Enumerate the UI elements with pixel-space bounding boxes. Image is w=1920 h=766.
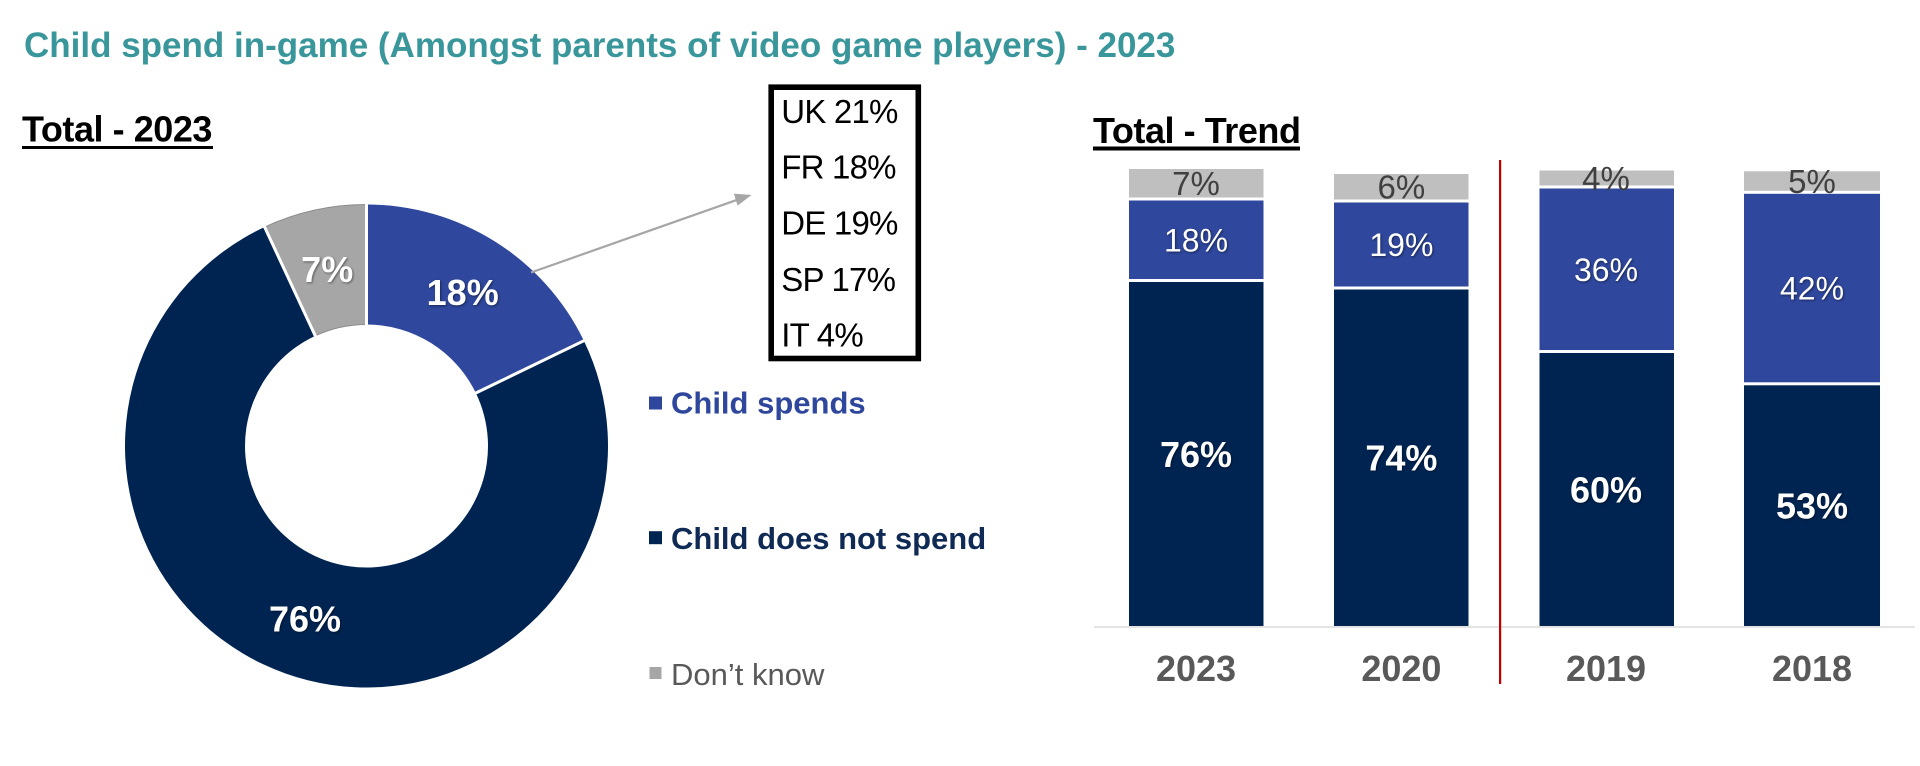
svg-text:36%: 36% bbox=[1574, 252, 1638, 288]
svg-text:FR 18%: FR 18% bbox=[781, 149, 896, 186]
svg-text:Total - Trend: Total - Trend bbox=[1093, 110, 1300, 151]
svg-text:76%: 76% bbox=[269, 598, 341, 639]
svg-text:Child does not spend: Child does not spend bbox=[671, 521, 986, 556]
svg-text:DE 19%: DE 19% bbox=[781, 205, 898, 242]
svg-text:4%: 4% bbox=[1582, 160, 1630, 197]
svg-text:Child spend in-game (Amongst p: Child spend in-game (Amongst parents of … bbox=[24, 26, 1175, 65]
svg-text:2023: 2023 bbox=[1156, 648, 1236, 689]
svg-text:5%: 5% bbox=[1788, 163, 1836, 200]
svg-text:42%: 42% bbox=[1780, 271, 1844, 307]
svg-text:76%: 76% bbox=[1160, 434, 1232, 475]
svg-text:IT 4%: IT 4% bbox=[781, 317, 863, 354]
svg-text:2020: 2020 bbox=[1361, 648, 1441, 689]
svg-text:19%: 19% bbox=[1369, 227, 1433, 263]
svg-text:2018: 2018 bbox=[1772, 648, 1852, 689]
svg-text:74%: 74% bbox=[1365, 438, 1437, 479]
svg-text:53%: 53% bbox=[1776, 486, 1848, 527]
svg-text:18%: 18% bbox=[1164, 222, 1228, 258]
svg-text:SP 17%: SP 17% bbox=[781, 261, 895, 298]
svg-text:Don’t know: Don’t know bbox=[671, 657, 825, 692]
svg-text:2019: 2019 bbox=[1566, 648, 1646, 689]
svg-text:7%: 7% bbox=[1172, 165, 1220, 202]
svg-text:Child spends: Child spends bbox=[671, 385, 866, 420]
svg-text:UK 21%: UK 21% bbox=[781, 93, 898, 130]
svg-text:18%: 18% bbox=[427, 272, 499, 313]
svg-text:7%: 7% bbox=[301, 249, 353, 290]
svg-text:6%: 6% bbox=[1378, 169, 1426, 206]
svg-text:Total - 2023: Total - 2023 bbox=[22, 109, 212, 150]
svg-text:60%: 60% bbox=[1570, 470, 1642, 511]
